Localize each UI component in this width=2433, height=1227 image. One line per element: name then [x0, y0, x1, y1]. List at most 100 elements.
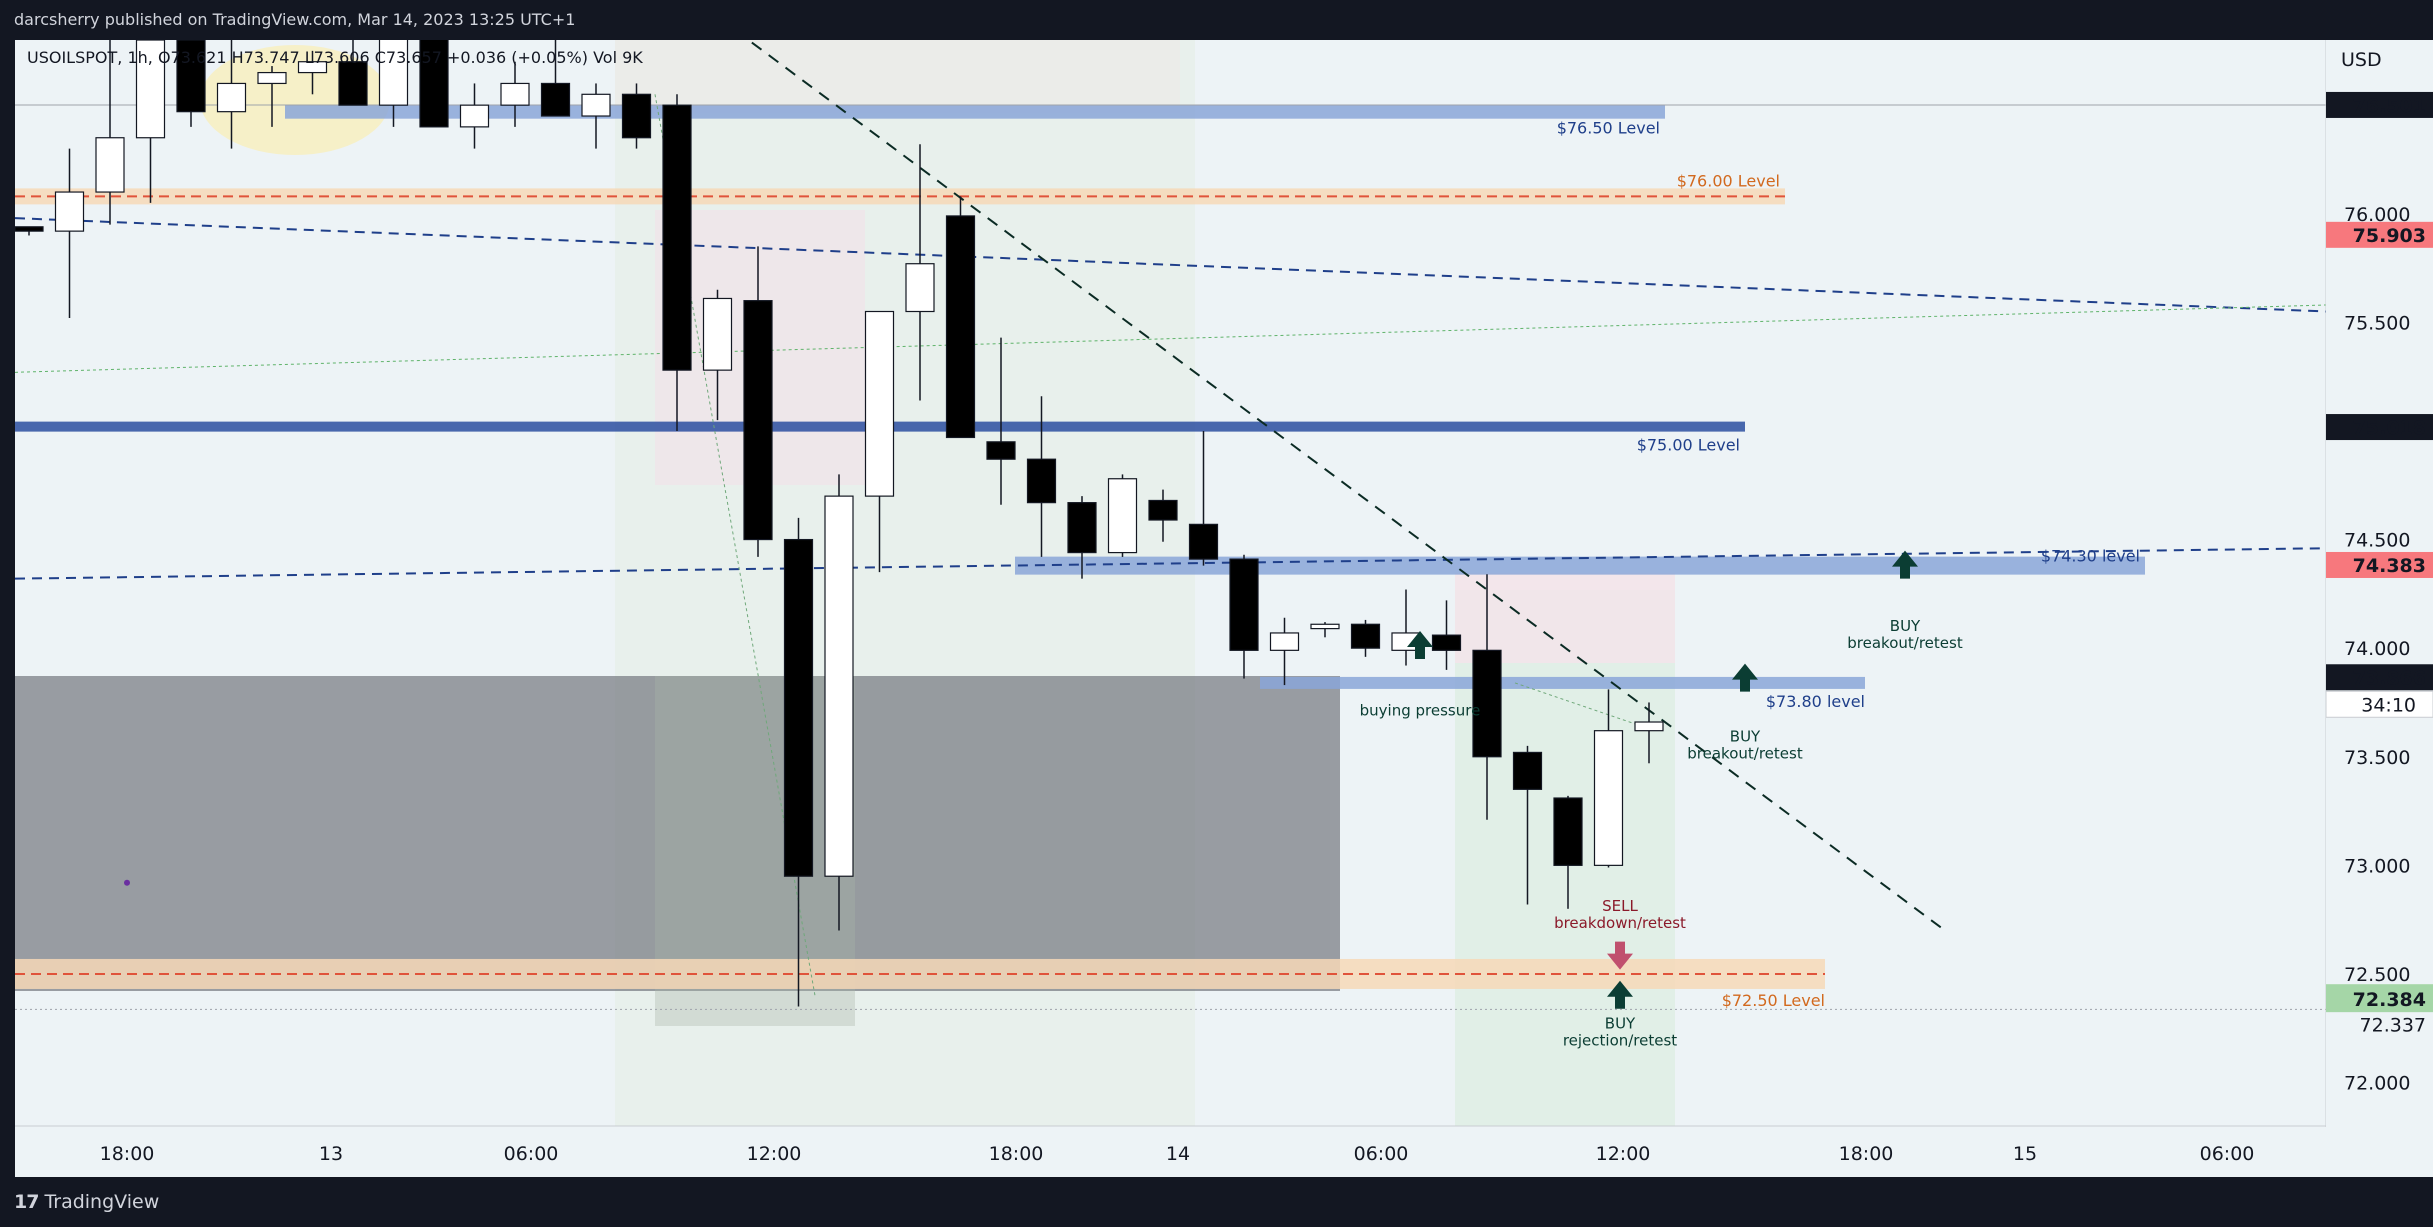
candle[interactable] — [905, 144, 935, 401]
candle[interactable] — [581, 83, 611, 149]
annotation-subtitle: rejection/retest — [1563, 1031, 1677, 1049]
candle[interactable] — [1310, 622, 1340, 638]
candle-body — [297, 61, 328, 74]
price-chart[interactable]: $76.50 Level $76.00 Level $75.00 Level $74.… — [15, 40, 2326, 1177]
x-tick-label: 12:00 — [747, 1143, 802, 1165]
candle[interactable] — [1593, 689, 1624, 868]
candle[interactable] — [1067, 496, 1097, 579]
price-tag: 74.383 — [2326, 551, 2433, 578]
annotation-title: BUY — [1890, 617, 1921, 635]
candle-body — [1431, 634, 1462, 651]
candle-body — [419, 40, 449, 128]
candle[interactable] — [338, 40, 368, 106]
price-tag-value: 74.383 — [2353, 555, 2426, 577]
y-tick-label: 73.500 — [2344, 747, 2410, 769]
price-axis[interactable]: USD 76.000 75.500 74.500 74.000 73.500 73.000… — [2326, 40, 2433, 1177]
candle[interactable] — [54, 148, 85, 319]
candle[interactable] — [459, 83, 490, 149]
legend-low: L73.606 — [304, 48, 370, 67]
candle[interactable] — [1634, 702, 1664, 764]
candle[interactable] — [945, 196, 976, 439]
candle[interactable] — [540, 40, 571, 117]
candle[interactable] — [15, 226, 44, 236]
candle-body — [702, 297, 733, 371]
x-tick-label: 14 — [1166, 1143, 1190, 1165]
candle[interactable] — [500, 61, 530, 127]
candle-body — [540, 82, 571, 117]
candle-body — [1067, 502, 1097, 554]
candle-body — [621, 93, 652, 139]
candle[interactable] — [216, 40, 247, 149]
candle[interactable] — [743, 246, 773, 557]
candle-body — [1148, 499, 1178, 521]
legend-volume: Vol 9K — [593, 48, 643, 67]
candle-body — [15, 226, 44, 232]
arrow-up-icon — [1732, 663, 1758, 692]
price-tag-value: 75.018 — [2353, 417, 2426, 439]
candle[interactable] — [702, 289, 733, 421]
candle[interactable] — [1026, 396, 1057, 557]
candle[interactable] — [1269, 617, 1300, 686]
candle[interactable] — [135, 40, 166, 203]
candle-body — [905, 263, 935, 313]
candle-body — [500, 82, 530, 106]
publisher-text: darcsherry published on TradingView.com,… — [14, 10, 576, 29]
candle-body — [135, 40, 166, 139]
level-label: $75.00 Level — [1637, 436, 1740, 455]
candle-body — [257, 71, 287, 85]
price-tag-bg — [2326, 551, 2433, 578]
candles[interactable] — [15, 40, 1664, 1007]
x-tick-label: 18:00 — [989, 1143, 1044, 1165]
candle[interactable] — [1472, 574, 1502, 820]
candle[interactable] — [95, 40, 125, 225]
candle-body — [1269, 632, 1300, 651]
legend-symbol[interactable]: USOILSPOT, 1h, — [27, 48, 153, 67]
candle[interactable] — [1512, 745, 1543, 905]
time-axis[interactable]: 18:00 13 06:00 12:00 18:00 14 06:00 12:00 18:00 1… — [15, 1127, 2326, 1177]
candle[interactable] — [864, 310, 895, 573]
marker-dot — [124, 879, 130, 886]
candle[interactable] — [176, 40, 206, 127]
y-tick-label: 74.500 — [2344, 530, 2410, 552]
price-tag: 75.018 — [2326, 414, 2433, 441]
candle[interactable] — [1229, 554, 1259, 679]
y-tick-label: 74.000 — [2344, 638, 2410, 660]
axis-currency: USD — [2341, 49, 2382, 71]
annotation-title: SELL — [1602, 897, 1638, 915]
candle[interactable] — [621, 83, 652, 149]
level-zone — [1260, 676, 1865, 689]
candle-body — [378, 40, 409, 106]
candle[interactable] — [297, 50, 328, 95]
candle[interactable] — [419, 40, 449, 128]
candle[interactable] — [1188, 430, 1219, 566]
candle[interactable] — [783, 517, 814, 1007]
candle[interactable] — [378, 40, 409, 127]
countdown-bg — [2326, 690, 2433, 718]
candle[interactable] — [662, 94, 692, 431]
candle[interactable] — [257, 66, 287, 127]
candle-body — [824, 495, 854, 877]
candle-body — [945, 215, 976, 439]
annotation-subtitle: breakout/retest — [1847, 634, 1963, 652]
candle-body — [1188, 523, 1219, 560]
candle[interactable] — [986, 337, 1016, 505]
candle[interactable] — [1350, 619, 1381, 657]
annotation-title: BUY — [1730, 728, 1761, 746]
x-tick-label: 06:00 — [1354, 1143, 1409, 1165]
candle-body — [1472, 649, 1502, 758]
footer-bar: 17 TradingView — [0, 1178, 2433, 1227]
candle[interactable] — [824, 474, 854, 931]
candle[interactable] — [1553, 795, 1583, 909]
level-label: $76.00 Level — [1677, 171, 1780, 190]
dashed-blue-trendline — [15, 547, 2326, 580]
candle[interactable] — [1148, 489, 1178, 542]
arrow-up-icon — [1407, 631, 1433, 660]
grey-range-box — [15, 676, 1340, 991]
footer-brand[interactable]: TradingView — [44, 1191, 160, 1213]
candle[interactable] — [1431, 600, 1462, 670]
tradingview-logo-icon[interactable]: 17 — [14, 1191, 39, 1213]
candle[interactable] — [1107, 474, 1138, 557]
annotation-subtitle: breakout/retest — [1687, 745, 1803, 763]
